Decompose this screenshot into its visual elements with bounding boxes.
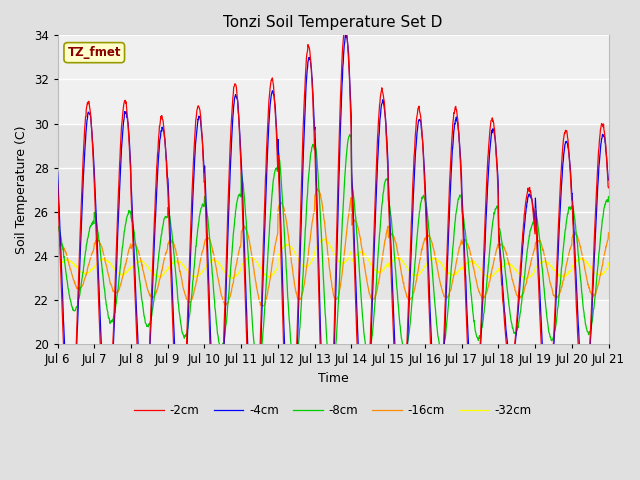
-4cm [324, 475, 332, 480]
Y-axis label: Soil Temperature (C): Soil Temperature (C) [15, 125, 28, 254]
Line: -8cm: -8cm [58, 134, 609, 378]
-16cm [492, 252, 499, 258]
-8cm [328, 375, 335, 381]
X-axis label: Time: Time [317, 372, 348, 384]
-4cm [605, 177, 612, 183]
-8cm [176, 315, 184, 321]
-32cm [54, 264, 61, 270]
-8cm [163, 215, 170, 221]
-32cm [163, 268, 170, 274]
Legend: -2cm, -4cm, -8cm, -16cm, -32cm: -2cm, -4cm, -8cm, -16cm, -32cm [130, 399, 536, 421]
Line: -32cm: -32cm [58, 239, 609, 279]
-2cm [176, 433, 184, 439]
Line: -16cm: -16cm [58, 188, 609, 306]
Line: -4cm: -4cm [58, 34, 609, 478]
-2cm [54, 180, 61, 186]
-8cm [492, 206, 499, 212]
-2cm [342, 22, 349, 27]
-8cm [238, 172, 246, 178]
-32cm [491, 270, 499, 276]
-2cm [419, 150, 427, 156]
-8cm [54, 223, 61, 229]
-32cm [419, 268, 427, 274]
-16cm [176, 268, 184, 274]
-16cm [238, 228, 246, 234]
-8cm [605, 194, 612, 200]
-16cm [540, 251, 548, 256]
-4cm [492, 136, 499, 142]
Text: TZ_fmet: TZ_fmet [67, 46, 121, 59]
-4cm [163, 161, 170, 167]
-16cm [313, 185, 321, 191]
-2cm [163, 170, 170, 176]
-4cm [540, 370, 548, 376]
-2cm [492, 136, 499, 142]
-16cm [605, 230, 612, 236]
-8cm [346, 132, 353, 137]
-4cm [176, 420, 184, 425]
-32cm [176, 259, 184, 264]
-32cm [238, 264, 246, 269]
-4cm [54, 169, 61, 175]
Title: Tonzi Soil Temperature Set D: Tonzi Soil Temperature Set D [223, 15, 443, 30]
-16cm [54, 245, 61, 251]
-16cm [419, 240, 427, 246]
-2cm [540, 388, 548, 394]
-16cm [260, 303, 268, 309]
-32cm [540, 259, 548, 265]
Bar [58, 123, 609, 300]
-8cm [540, 283, 548, 288]
-2cm [238, 186, 246, 192]
-32cm [605, 260, 612, 266]
-4cm [238, 168, 246, 174]
-2cm [605, 185, 612, 191]
-4cm [419, 148, 427, 154]
-32cm [520, 276, 528, 282]
-8cm [419, 194, 427, 200]
-4cm [342, 31, 349, 37]
-16cm [163, 248, 170, 254]
-32cm [321, 236, 328, 242]
Line: -2cm: -2cm [58, 24, 609, 480]
